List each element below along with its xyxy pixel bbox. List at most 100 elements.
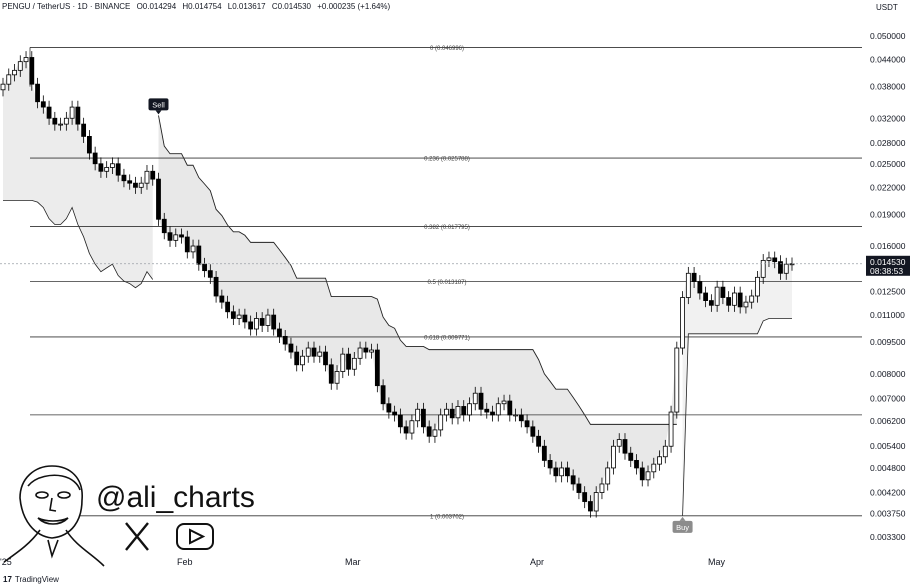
- candle-body: [484, 408, 490, 413]
- price-tick-label: 0.003300: [870, 532, 906, 542]
- buy-signal[interactable]: [672, 520, 693, 533]
- candle-body: [236, 314, 242, 319]
- tradingview-brand[interactable]: 17 TradingView: [3, 575, 59, 584]
- candle-body: [518, 414, 524, 422]
- price-tick-label: 0.028000: [870, 138, 906, 148]
- candle-body: [156, 178, 161, 220]
- candle-body: [674, 347, 680, 413]
- candle-body: [530, 426, 536, 437]
- candle-body: [133, 182, 138, 188]
- candle-body: [588, 501, 593, 512]
- candle-body: [242, 314, 248, 323]
- candle-body: [766, 257, 772, 261]
- candle-body: [202, 263, 207, 272]
- price-tick-label: 0.050000: [870, 31, 906, 41]
- candle-body: [432, 429, 438, 437]
- sell-signal[interactable]: [148, 98, 169, 111]
- candle-body: [374, 349, 380, 387]
- candle-body: [305, 347, 311, 357]
- candle-body: [69, 106, 75, 119]
- candle-body: [150, 170, 156, 180]
- candle-body: [207, 270, 213, 278]
- candle-body: [300, 355, 305, 366]
- candle-body: [110, 163, 115, 168]
- candle-body: [277, 328, 282, 337]
- candle-body: [461, 406, 467, 416]
- candle-body: [6, 74, 12, 85]
- supertrend-area: [3, 57, 792, 516]
- candle-body: [749, 295, 755, 303]
- brand-name: TradingView: [14, 575, 59, 584]
- candle-body: [708, 300, 714, 306]
- price-tick-label: 0.038000: [870, 82, 906, 92]
- supertrend-line-up: [3, 199, 154, 289]
- bar-countdown: 08:38:53: [870, 266, 903, 276]
- low-value: L0.013617: [227, 2, 266, 11]
- candle-body: [490, 411, 495, 416]
- price-tick-label: 0.008000: [870, 369, 906, 379]
- candle-body: [161, 218, 167, 234]
- candle-body: [501, 400, 507, 405]
- candle-body: [564, 467, 570, 477]
- symbol-label[interactable]: PENGU / TetherUS · 1D · BINANCE: [2, 2, 131, 11]
- price-tick-label: 0.019000: [870, 209, 906, 219]
- price-tick-label: 0.003750: [870, 508, 906, 518]
- fib-level-label: 0 (0.046996): [430, 46, 464, 52]
- candle-body: [634, 460, 639, 469]
- candle-body: [357, 347, 363, 359]
- candle-body: [778, 261, 783, 274]
- candle-body: [714, 286, 720, 306]
- candle-body: [616, 439, 622, 447]
- candle-body: [582, 492, 588, 502]
- candle-body: [685, 272, 691, 298]
- candle-body: [449, 408, 455, 419]
- price-tick-label: 0.044000: [870, 55, 906, 65]
- candle-body: [29, 57, 35, 85]
- x-logo-icon[interactable]: [125, 522, 149, 551]
- candle-body: [570, 475, 576, 485]
- symbol-header: PENGU / TetherUS · 1D · BINANCE O0.01429…: [2, 2, 394, 11]
- candle-body: [772, 257, 778, 263]
- candle-body: [720, 286, 726, 298]
- candle-body: [271, 314, 277, 330]
- candle-body: [680, 297, 685, 349]
- time-tick-label: '25: [0, 557, 12, 567]
- price-tick-label: 0.012500: [870, 287, 906, 297]
- candle-body: [259, 318, 265, 326]
- time-tick-label: Apr: [530, 557, 544, 567]
- candle-body: [115, 163, 121, 176]
- signal-markers: Sell Buy: [148, 98, 693, 533]
- candle-body: [63, 117, 69, 125]
- supertrend-line-down: [158, 115, 677, 425]
- candle-body: [467, 403, 472, 416]
- candle-body: [622, 439, 628, 454]
- buy-signal-label: Buy: [676, 523, 689, 532]
- candle-body: [75, 106, 81, 125]
- candle-body: [737, 292, 743, 308]
- candle-body: [697, 281, 703, 294]
- candles: [0, 51, 795, 518]
- candle-body: [340, 353, 346, 372]
- candle-body: [35, 83, 40, 103]
- candle-body: [219, 295, 225, 303]
- sell-signal-label: Sell: [152, 100, 165, 109]
- candle-body: [559, 467, 565, 477]
- candle-body: [92, 152, 98, 165]
- price-tick-label: 0.016000: [870, 241, 906, 251]
- candle-body: [346, 353, 351, 370]
- candle-body: [392, 411, 398, 416]
- fib-level-label: 0.618 (0.009771): [424, 335, 470, 341]
- candle-body: [547, 460, 553, 469]
- candle-body: [86, 136, 92, 154]
- candle-body: [703, 292, 709, 301]
- price-tick-label: 0.004200: [870, 488, 906, 498]
- price-tick-label: 0.004800: [870, 463, 906, 473]
- candle-body: [294, 351, 300, 366]
- watermark-handle: @ali_charts: [96, 481, 255, 514]
- currency-label[interactable]: USDT: [876, 3, 898, 12]
- candle-body: [495, 403, 501, 416]
- fib-level-label: 1 (0.003702): [430, 514, 464, 520]
- candle-body: [783, 263, 789, 274]
- youtube-play-icon[interactable]: [176, 523, 214, 550]
